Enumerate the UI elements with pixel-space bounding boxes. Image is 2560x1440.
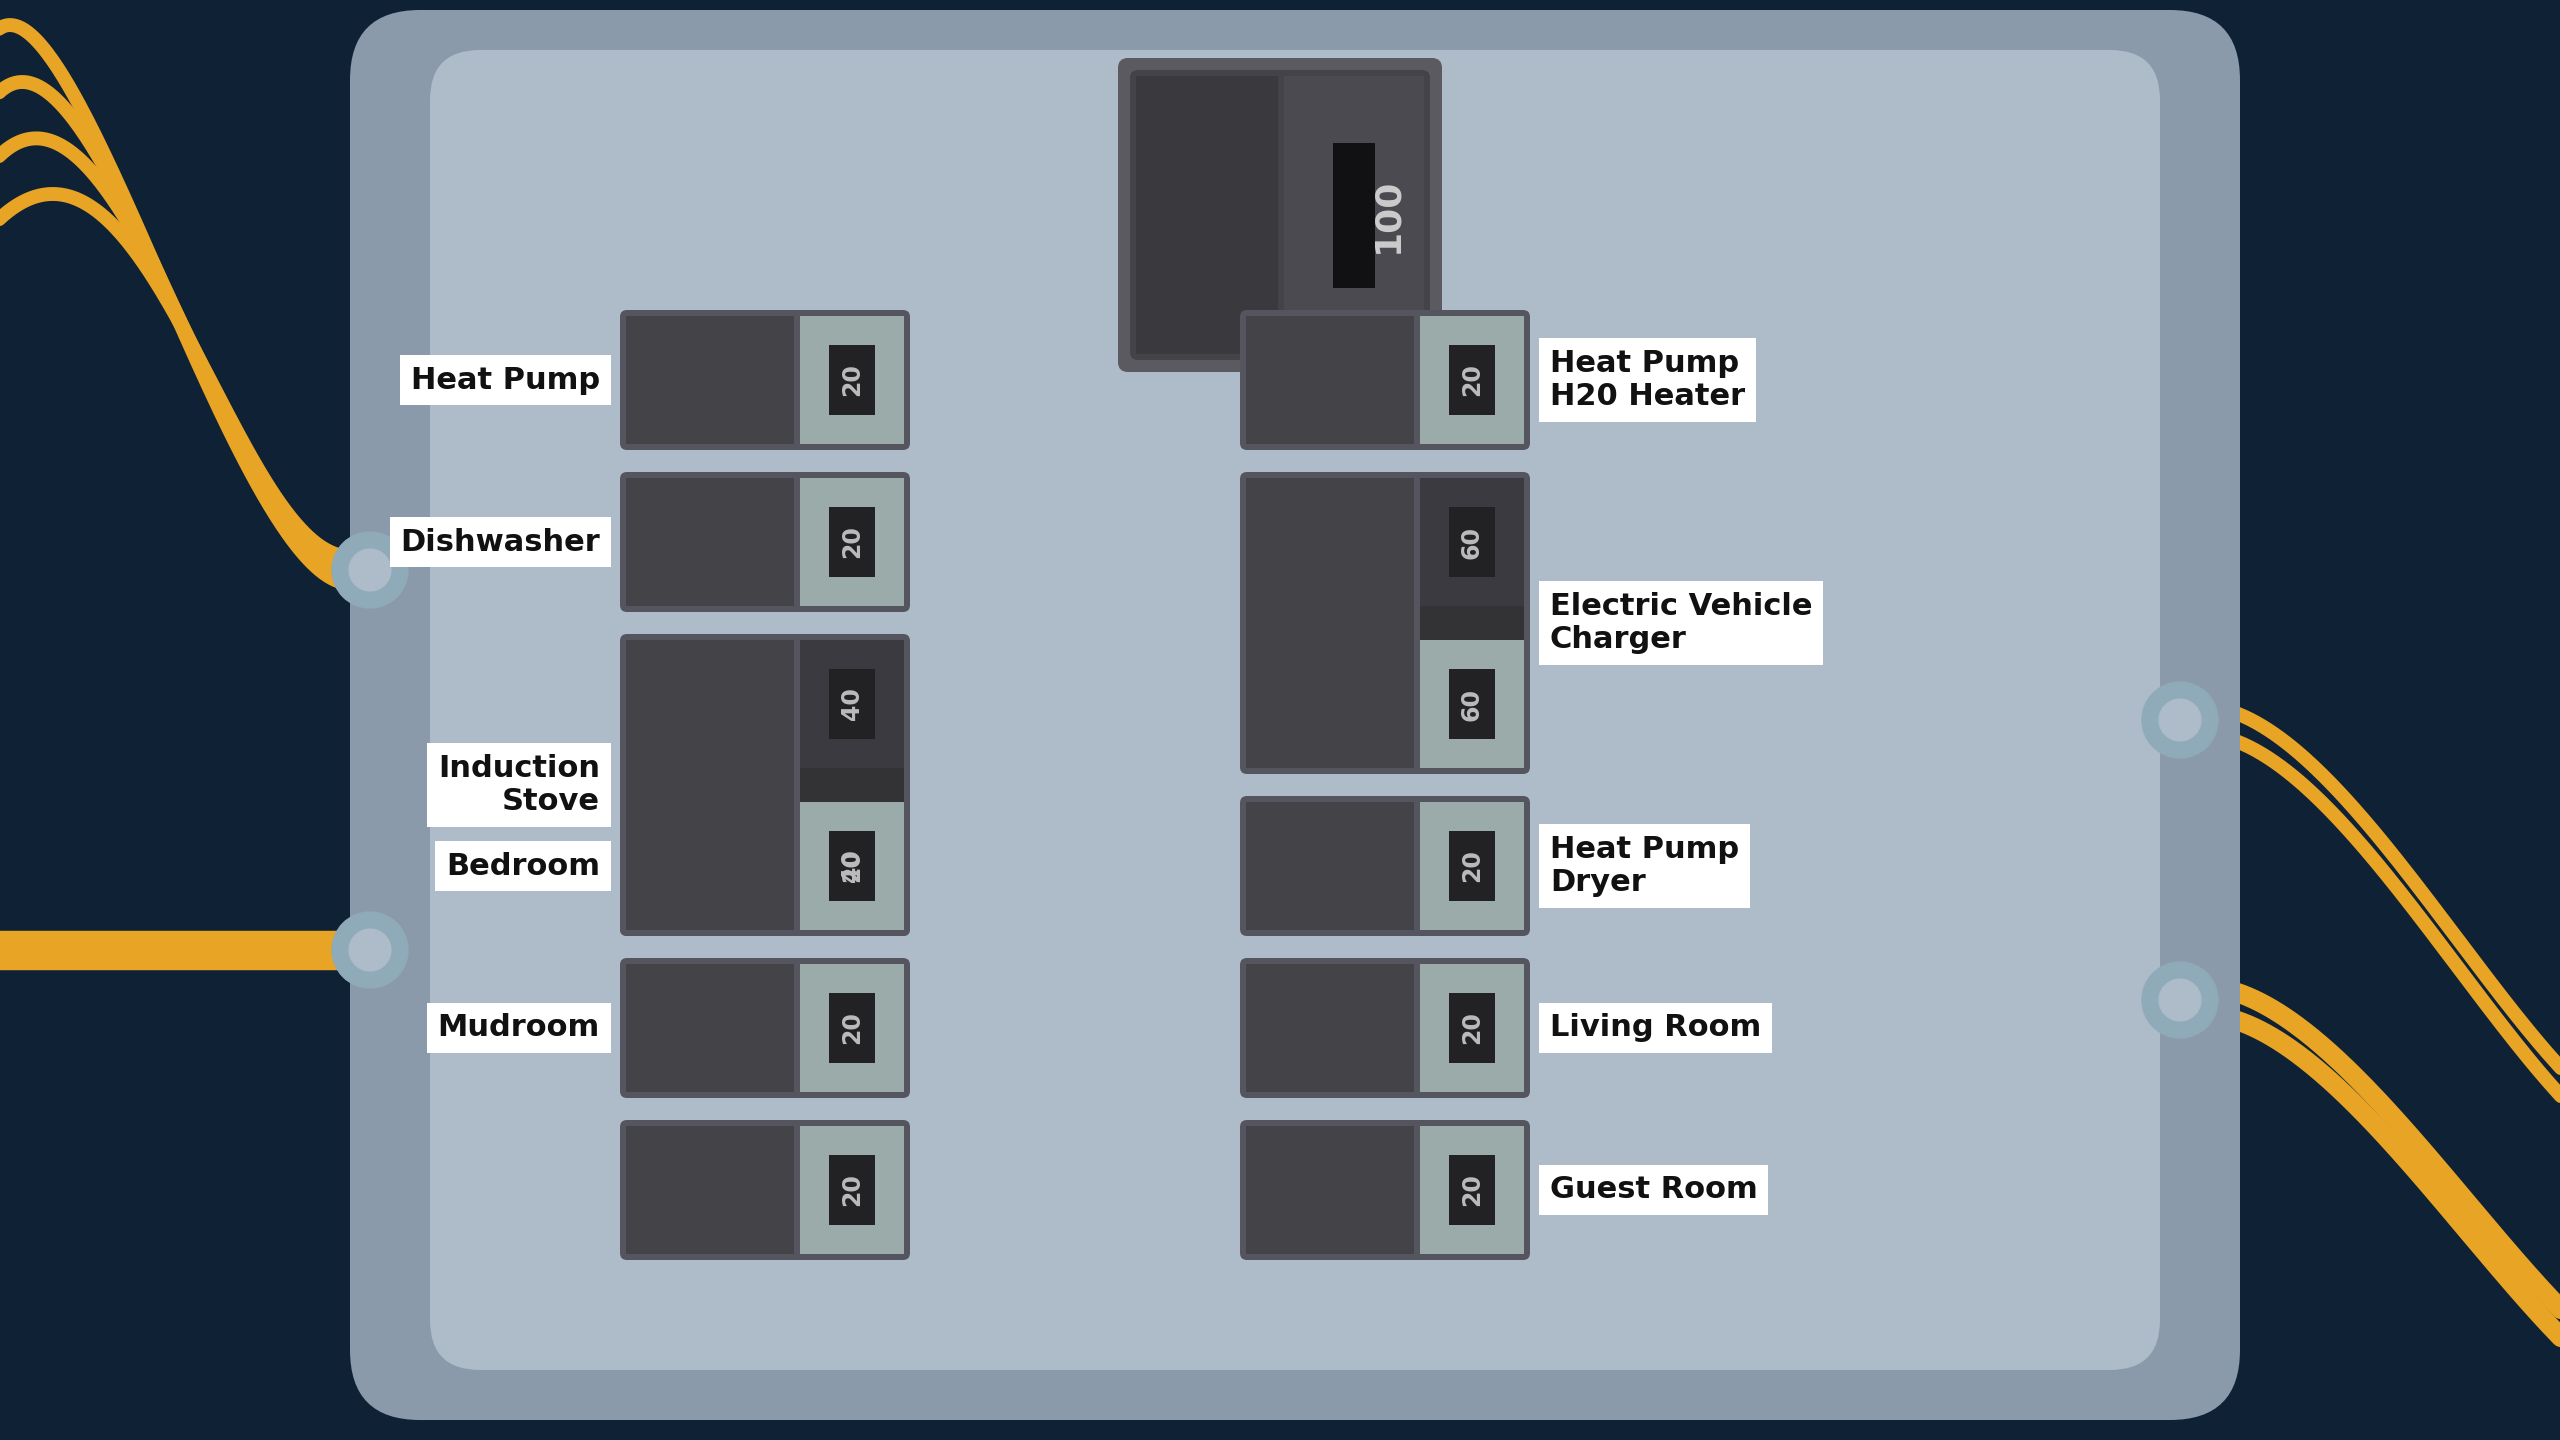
Bar	[799, 639, 904, 768]
Bar	[1247, 315, 1413, 444]
Bar	[1247, 802, 1413, 930]
FancyBboxPatch shape	[1239, 1120, 1531, 1260]
Bar	[829, 831, 876, 901]
Text: 60: 60	[1459, 687, 1485, 720]
Bar	[1421, 478, 1523, 606]
Text: Dishwasher: Dishwasher	[399, 527, 599, 556]
Bar	[1421, 802, 1523, 930]
Bar	[799, 639, 904, 930]
Bar	[799, 478, 904, 606]
Text: Guest Room: Guest Room	[1549, 1175, 1759, 1204]
FancyBboxPatch shape	[1239, 310, 1531, 449]
Bar	[1449, 507, 1495, 577]
Text: Induction
Stove: Induction Stove	[438, 753, 599, 816]
Text: 40: 40	[840, 850, 865, 883]
Text: Bedroom: Bedroom	[445, 851, 599, 880]
Bar	[799, 802, 904, 930]
Text: Heat Pump: Heat Pump	[410, 366, 599, 395]
Bar	[799, 315, 904, 444]
Bar	[627, 478, 794, 606]
FancyBboxPatch shape	[1239, 958, 1531, 1099]
Bar	[1247, 963, 1413, 1092]
Text: 100: 100	[1370, 177, 1403, 252]
Bar	[799, 802, 904, 930]
Bar	[1285, 76, 1423, 354]
FancyBboxPatch shape	[620, 958, 909, 1099]
Text: Electric Vehicle
Charger: Electric Vehicle Charger	[1549, 592, 1812, 654]
Bar	[799, 478, 904, 606]
Text: 20: 20	[1459, 1174, 1485, 1207]
Bar	[627, 315, 794, 444]
Bar	[799, 802, 904, 930]
Bar	[1421, 315, 1523, 444]
Text: 20: 20	[840, 850, 865, 883]
FancyBboxPatch shape	[1239, 796, 1531, 936]
FancyBboxPatch shape	[1239, 472, 1531, 775]
FancyBboxPatch shape	[620, 634, 909, 936]
Bar	[627, 963, 794, 1092]
Bar	[799, 963, 904, 1092]
Text: 40: 40	[840, 687, 865, 720]
Text: Living Room: Living Room	[1549, 1014, 1761, 1043]
Bar	[1247, 1126, 1413, 1254]
FancyBboxPatch shape	[1119, 58, 1441, 372]
Text: 20: 20	[1459, 363, 1485, 396]
Circle shape	[2158, 979, 2202, 1021]
Bar	[829, 1155, 876, 1225]
Bar	[829, 344, 876, 415]
Circle shape	[2158, 698, 2202, 742]
Text: Heat Pump
H20 Heater: Heat Pump H20 Heater	[1549, 348, 1746, 412]
Text: 20: 20	[1459, 850, 1485, 883]
Bar	[1421, 963, 1523, 1092]
Circle shape	[348, 549, 392, 590]
FancyBboxPatch shape	[620, 310, 909, 449]
Bar	[799, 963, 904, 1092]
Bar	[829, 992, 876, 1063]
Bar	[1421, 639, 1523, 768]
Circle shape	[333, 531, 407, 608]
Bar	[799, 1126, 904, 1254]
Bar	[1421, 963, 1523, 1092]
Bar	[1137, 76, 1277, 354]
Bar	[1247, 478, 1413, 768]
Bar	[627, 639, 794, 930]
Bar	[799, 315, 904, 444]
Bar	[1449, 344, 1495, 415]
Circle shape	[333, 912, 407, 988]
FancyBboxPatch shape	[430, 50, 2161, 1369]
Bar	[1421, 1126, 1523, 1254]
Text: 60: 60	[1459, 526, 1485, 559]
Bar	[829, 668, 876, 739]
Circle shape	[2143, 683, 2217, 757]
Text: 20: 20	[840, 1011, 865, 1044]
Circle shape	[348, 929, 392, 971]
Bar	[799, 1126, 904, 1254]
FancyBboxPatch shape	[620, 796, 909, 936]
Bar	[1421, 315, 1523, 444]
Bar	[1421, 478, 1523, 768]
Bar	[1449, 1155, 1495, 1225]
FancyBboxPatch shape	[351, 10, 2240, 1420]
FancyBboxPatch shape	[620, 1120, 909, 1260]
Text: 20: 20	[840, 363, 865, 396]
Text: Heat Pump
Dryer: Heat Pump Dryer	[1549, 835, 1738, 897]
Bar	[1334, 143, 1375, 288]
FancyBboxPatch shape	[620, 472, 909, 612]
Text: 20: 20	[1459, 1011, 1485, 1044]
Text: 20: 20	[840, 1174, 865, 1207]
Text: Mudroom: Mudroom	[438, 1014, 599, 1043]
Bar	[829, 507, 876, 577]
FancyBboxPatch shape	[1129, 71, 1431, 360]
Bar	[1449, 992, 1495, 1063]
Bar	[1449, 831, 1495, 901]
Bar	[1421, 802, 1523, 930]
Bar	[1449, 668, 1495, 739]
Bar	[627, 1126, 794, 1254]
Circle shape	[2143, 962, 2217, 1038]
Bar	[627, 802, 794, 930]
Bar	[829, 831, 876, 901]
Bar	[1421, 1126, 1523, 1254]
Text: 20: 20	[840, 526, 865, 559]
